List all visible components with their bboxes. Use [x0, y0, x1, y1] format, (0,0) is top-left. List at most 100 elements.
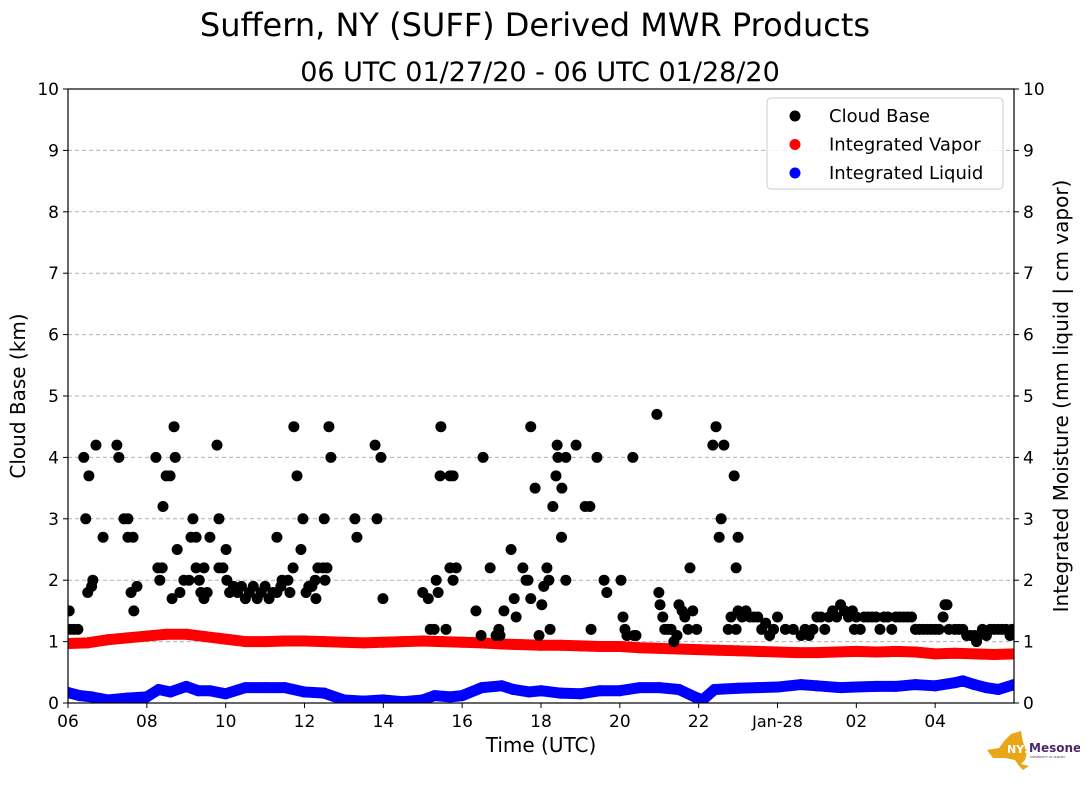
- integrated-vapor-point: [988, 648, 1000, 660]
- cloud-base-point: [494, 629, 506, 641]
- cloud-base-point: [432, 586, 444, 598]
- cloud-base-point: [651, 408, 663, 420]
- integrated-liquid-point: [141, 691, 153, 703]
- y-tick-label: 2: [48, 571, 59, 591]
- integrated-vapor-point: [82, 637, 94, 649]
- cloud-base-point: [657, 611, 669, 623]
- integrated-vapor-point: [909, 646, 921, 658]
- integrated-liquid-point: [992, 683, 1004, 695]
- integrated-vapor-point: [811, 647, 823, 659]
- integrated-liquid-point: [708, 683, 720, 695]
- cloud-base-point: [113, 451, 125, 463]
- y-right-tick-label: 9: [1023, 141, 1034, 161]
- integrated-liquid-point: [835, 682, 847, 694]
- integrated-vapor-point: [141, 630, 153, 642]
- cloud-base-point: [760, 617, 772, 629]
- cloud-base-point: [882, 611, 894, 623]
- integrated-vapor-point: [161, 628, 173, 640]
- cloud-base-point: [295, 544, 307, 555]
- y-tick-label: 9: [48, 141, 59, 161]
- integrated-vapor-point: [594, 641, 606, 653]
- cloud-base-point: [601, 586, 613, 598]
- y-tick-label: 6: [48, 326, 59, 346]
- cloud-base-point: [157, 501, 169, 513]
- cloud-base-point: [886, 623, 898, 635]
- integrated-liquid-point: [259, 682, 271, 694]
- x-tick-label: 06: [57, 712, 79, 732]
- integrated-liquid-point: [653, 682, 665, 694]
- cloud-base-point: [591, 451, 603, 463]
- integrated-liquid-point: [507, 683, 519, 695]
- cloud-base-point: [434, 470, 446, 482]
- integrated-vapor-point: [68, 637, 74, 649]
- cloud-base-point: [819, 623, 831, 635]
- integrated-liquid-point: [239, 682, 251, 694]
- chart-title: Suffern, NY (SUFF) Derived MWR Products: [200, 6, 870, 44]
- cloud-base-point: [722, 623, 734, 635]
- cloud-base-point: [679, 611, 691, 623]
- legend-marker-cloud-base: [789, 110, 801, 122]
- integrated-liquid-point: [86, 691, 98, 703]
- cloud-base-point: [369, 439, 381, 451]
- integrated-liquid-point: [795, 679, 807, 691]
- cloud-base-point: [779, 623, 791, 635]
- y-tick-label: 1: [48, 633, 59, 653]
- cloud-base-point: [450, 562, 462, 574]
- cloud-base-point: [440, 623, 452, 635]
- integrated-liquid-point: [220, 688, 232, 700]
- integrated-vapor-point: [377, 636, 389, 648]
- cloud-base-point: [259, 580, 271, 592]
- cloud-base-point: [193, 574, 205, 586]
- integrated-vapor-point: [358, 637, 370, 649]
- integrated-liquid-point: [594, 685, 606, 697]
- y-right-tick-label: 4: [1023, 448, 1034, 468]
- svg-text:UNIVERSITY AT ALBANY: UNIVERSITY AT ALBANY: [1030, 755, 1065, 759]
- integrated-vapor-point: [969, 648, 981, 660]
- integrated-liquid-point: [279, 682, 291, 694]
- cloud-base-point: [728, 470, 740, 482]
- cloud-base-point: [321, 562, 333, 574]
- cloud-base-point: [288, 421, 300, 433]
- cloud-base-point: [156, 562, 168, 574]
- cloud-base-point: [80, 513, 92, 525]
- nys-mesonet-logo: NYS Mesonet UNIVERSITY AT ALBANY: [987, 731, 1080, 770]
- integrated-liquid-point: [299, 686, 310, 698]
- integrated-vapor-point: [180, 628, 192, 640]
- cloud-base-point: [211, 439, 223, 451]
- cloud-base-point: [309, 574, 321, 586]
- cloud-base-point: [870, 611, 882, 623]
- integrated-vapor-point: [890, 645, 902, 657]
- integrated-liquid-point: [180, 680, 192, 692]
- integrated-liquid-point: [476, 682, 488, 694]
- legend-marker-integrated-liquid: [789, 167, 801, 179]
- svg-text:NYS: NYS: [1007, 743, 1032, 756]
- cloud-base-point: [627, 451, 639, 463]
- cloud-base-point: [555, 531, 567, 543]
- cloud-base-point: [484, 562, 496, 574]
- cloud-base-point: [213, 513, 225, 525]
- integrated-liquid-point: [338, 694, 350, 703]
- y-right-tick-label: 5: [1023, 387, 1034, 407]
- cloud-base-point: [422, 593, 434, 605]
- cloud-base-point: [772, 611, 783, 623]
- y-right-tick-label: 2: [1023, 571, 1034, 591]
- integrated-vapor-point: [239, 636, 251, 648]
- integrated-liquid-point: [496, 680, 508, 692]
- integrated-liquid-point: [417, 694, 429, 703]
- cloud-base-point: [815, 611, 827, 623]
- cloud-base-point: [718, 439, 730, 451]
- integrated-vapor-point: [101, 634, 113, 646]
- integrated-liquid-point: [909, 679, 921, 691]
- legend-label: Integrated Vapor: [829, 135, 981, 156]
- x-tick-label: 14: [373, 712, 395, 732]
- cloud-base-point: [168, 421, 180, 433]
- chart-subtitle: 06 UTC 01/27/20 - 06 UTC 01/28/20: [300, 57, 780, 88]
- cloud-base-point: [654, 599, 666, 611]
- x-tick-label: 20: [609, 712, 631, 732]
- cloud-base-point: [730, 623, 742, 635]
- cloud-base-point: [371, 513, 383, 525]
- cloud-base-point: [508, 593, 520, 605]
- integrated-liquid-point: [929, 680, 941, 692]
- integrated-vapor-point: [456, 636, 468, 648]
- cloud-base-point: [164, 470, 176, 482]
